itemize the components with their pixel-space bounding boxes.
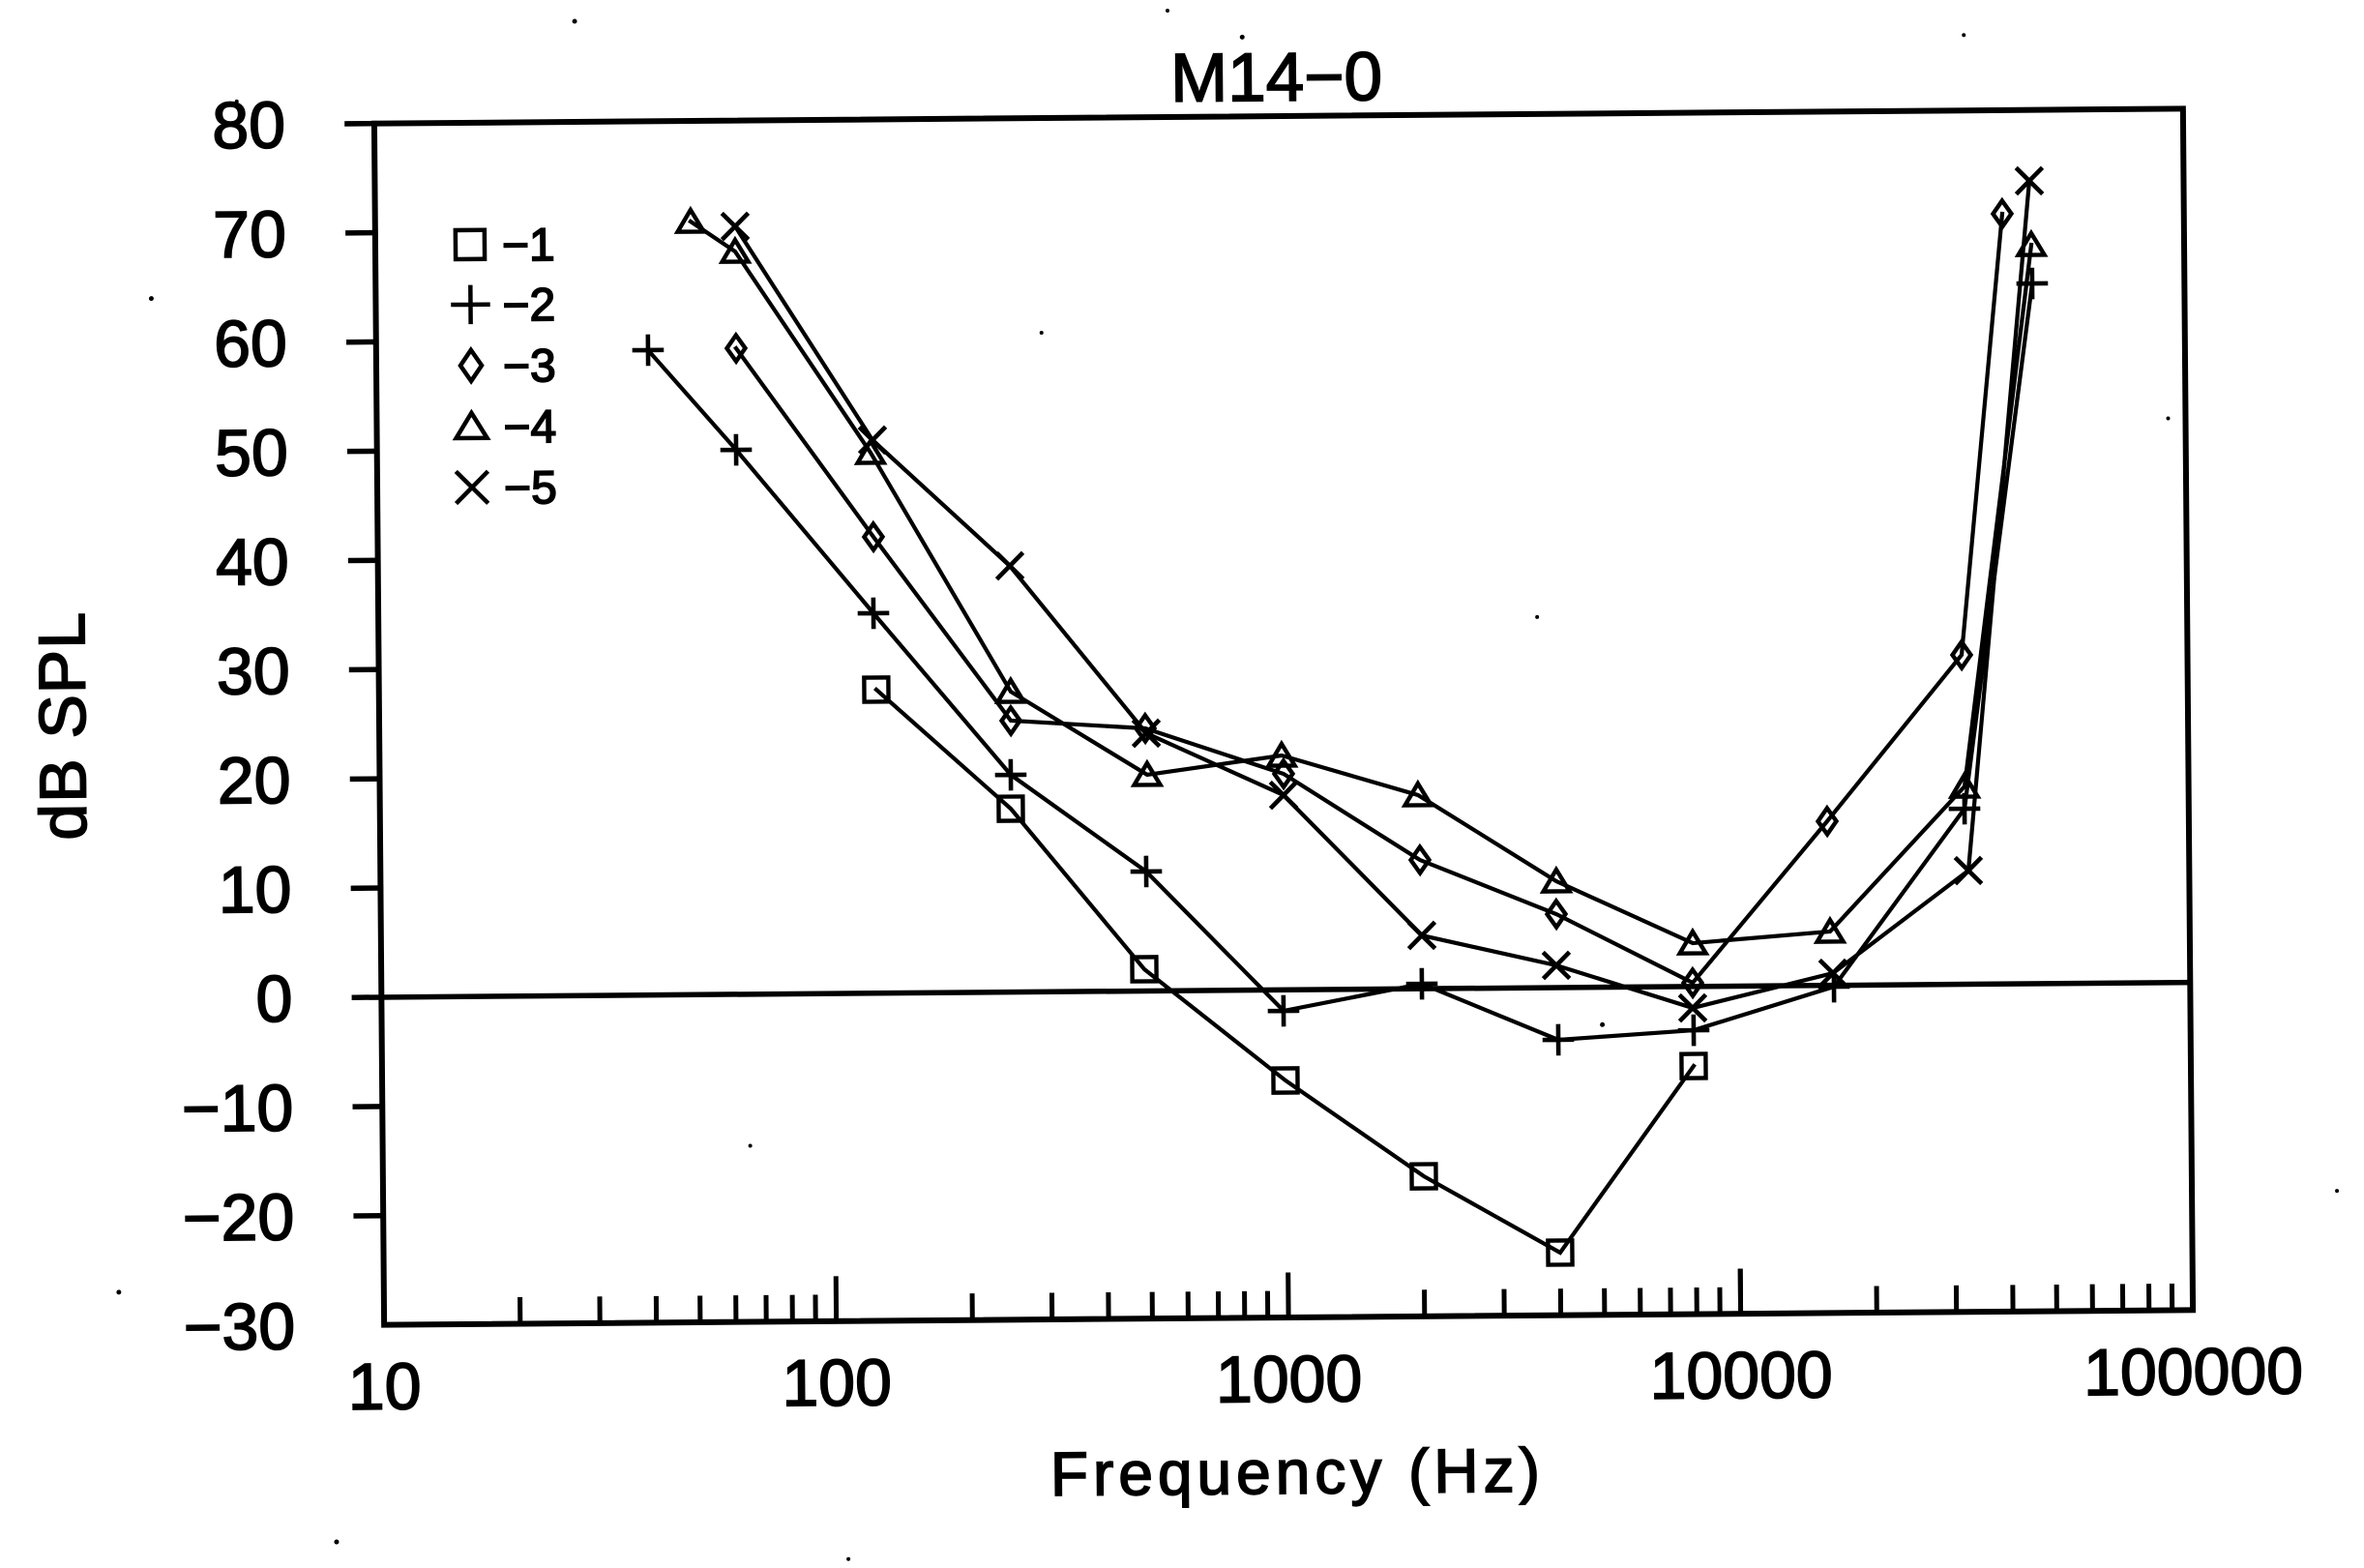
svg-text:−10: −10 xyxy=(182,1072,294,1146)
svg-text:−3: −3 xyxy=(503,340,556,392)
svg-text:10: 10 xyxy=(218,853,291,928)
svg-text:−1: −1 xyxy=(502,220,555,271)
svg-text:100: 100 xyxy=(782,1346,892,1420)
svg-text:30: 30 xyxy=(217,635,290,709)
svg-text:−30: −30 xyxy=(183,1289,295,1364)
svg-text:70: 70 xyxy=(213,197,286,272)
svg-text:80: 80 xyxy=(212,88,285,163)
svg-text:20: 20 xyxy=(218,744,291,818)
svg-text:−4: −4 xyxy=(503,401,556,453)
svg-text:dB SPL: dB SPL xyxy=(25,611,101,841)
svg-text:40: 40 xyxy=(216,525,289,600)
svg-text:1000: 1000 xyxy=(1216,1342,1363,1416)
svg-text:10000: 10000 xyxy=(1649,1338,1833,1413)
svg-text:−2: −2 xyxy=(502,280,555,331)
svg-text:−5: −5 xyxy=(504,462,557,514)
svg-text:M14−0: M14−0 xyxy=(1170,39,1383,117)
svg-text:100000: 100000 xyxy=(2083,1334,2304,1409)
svg-text:50: 50 xyxy=(215,416,288,490)
svg-text:−20: −20 xyxy=(183,1181,295,1256)
svg-text:0: 0 xyxy=(255,962,292,1036)
svg-text:Frequency (Hz): Frequency (Hz) xyxy=(1050,1435,1546,1509)
svg-text:10: 10 xyxy=(348,1349,422,1424)
svg-text:60: 60 xyxy=(214,307,287,381)
